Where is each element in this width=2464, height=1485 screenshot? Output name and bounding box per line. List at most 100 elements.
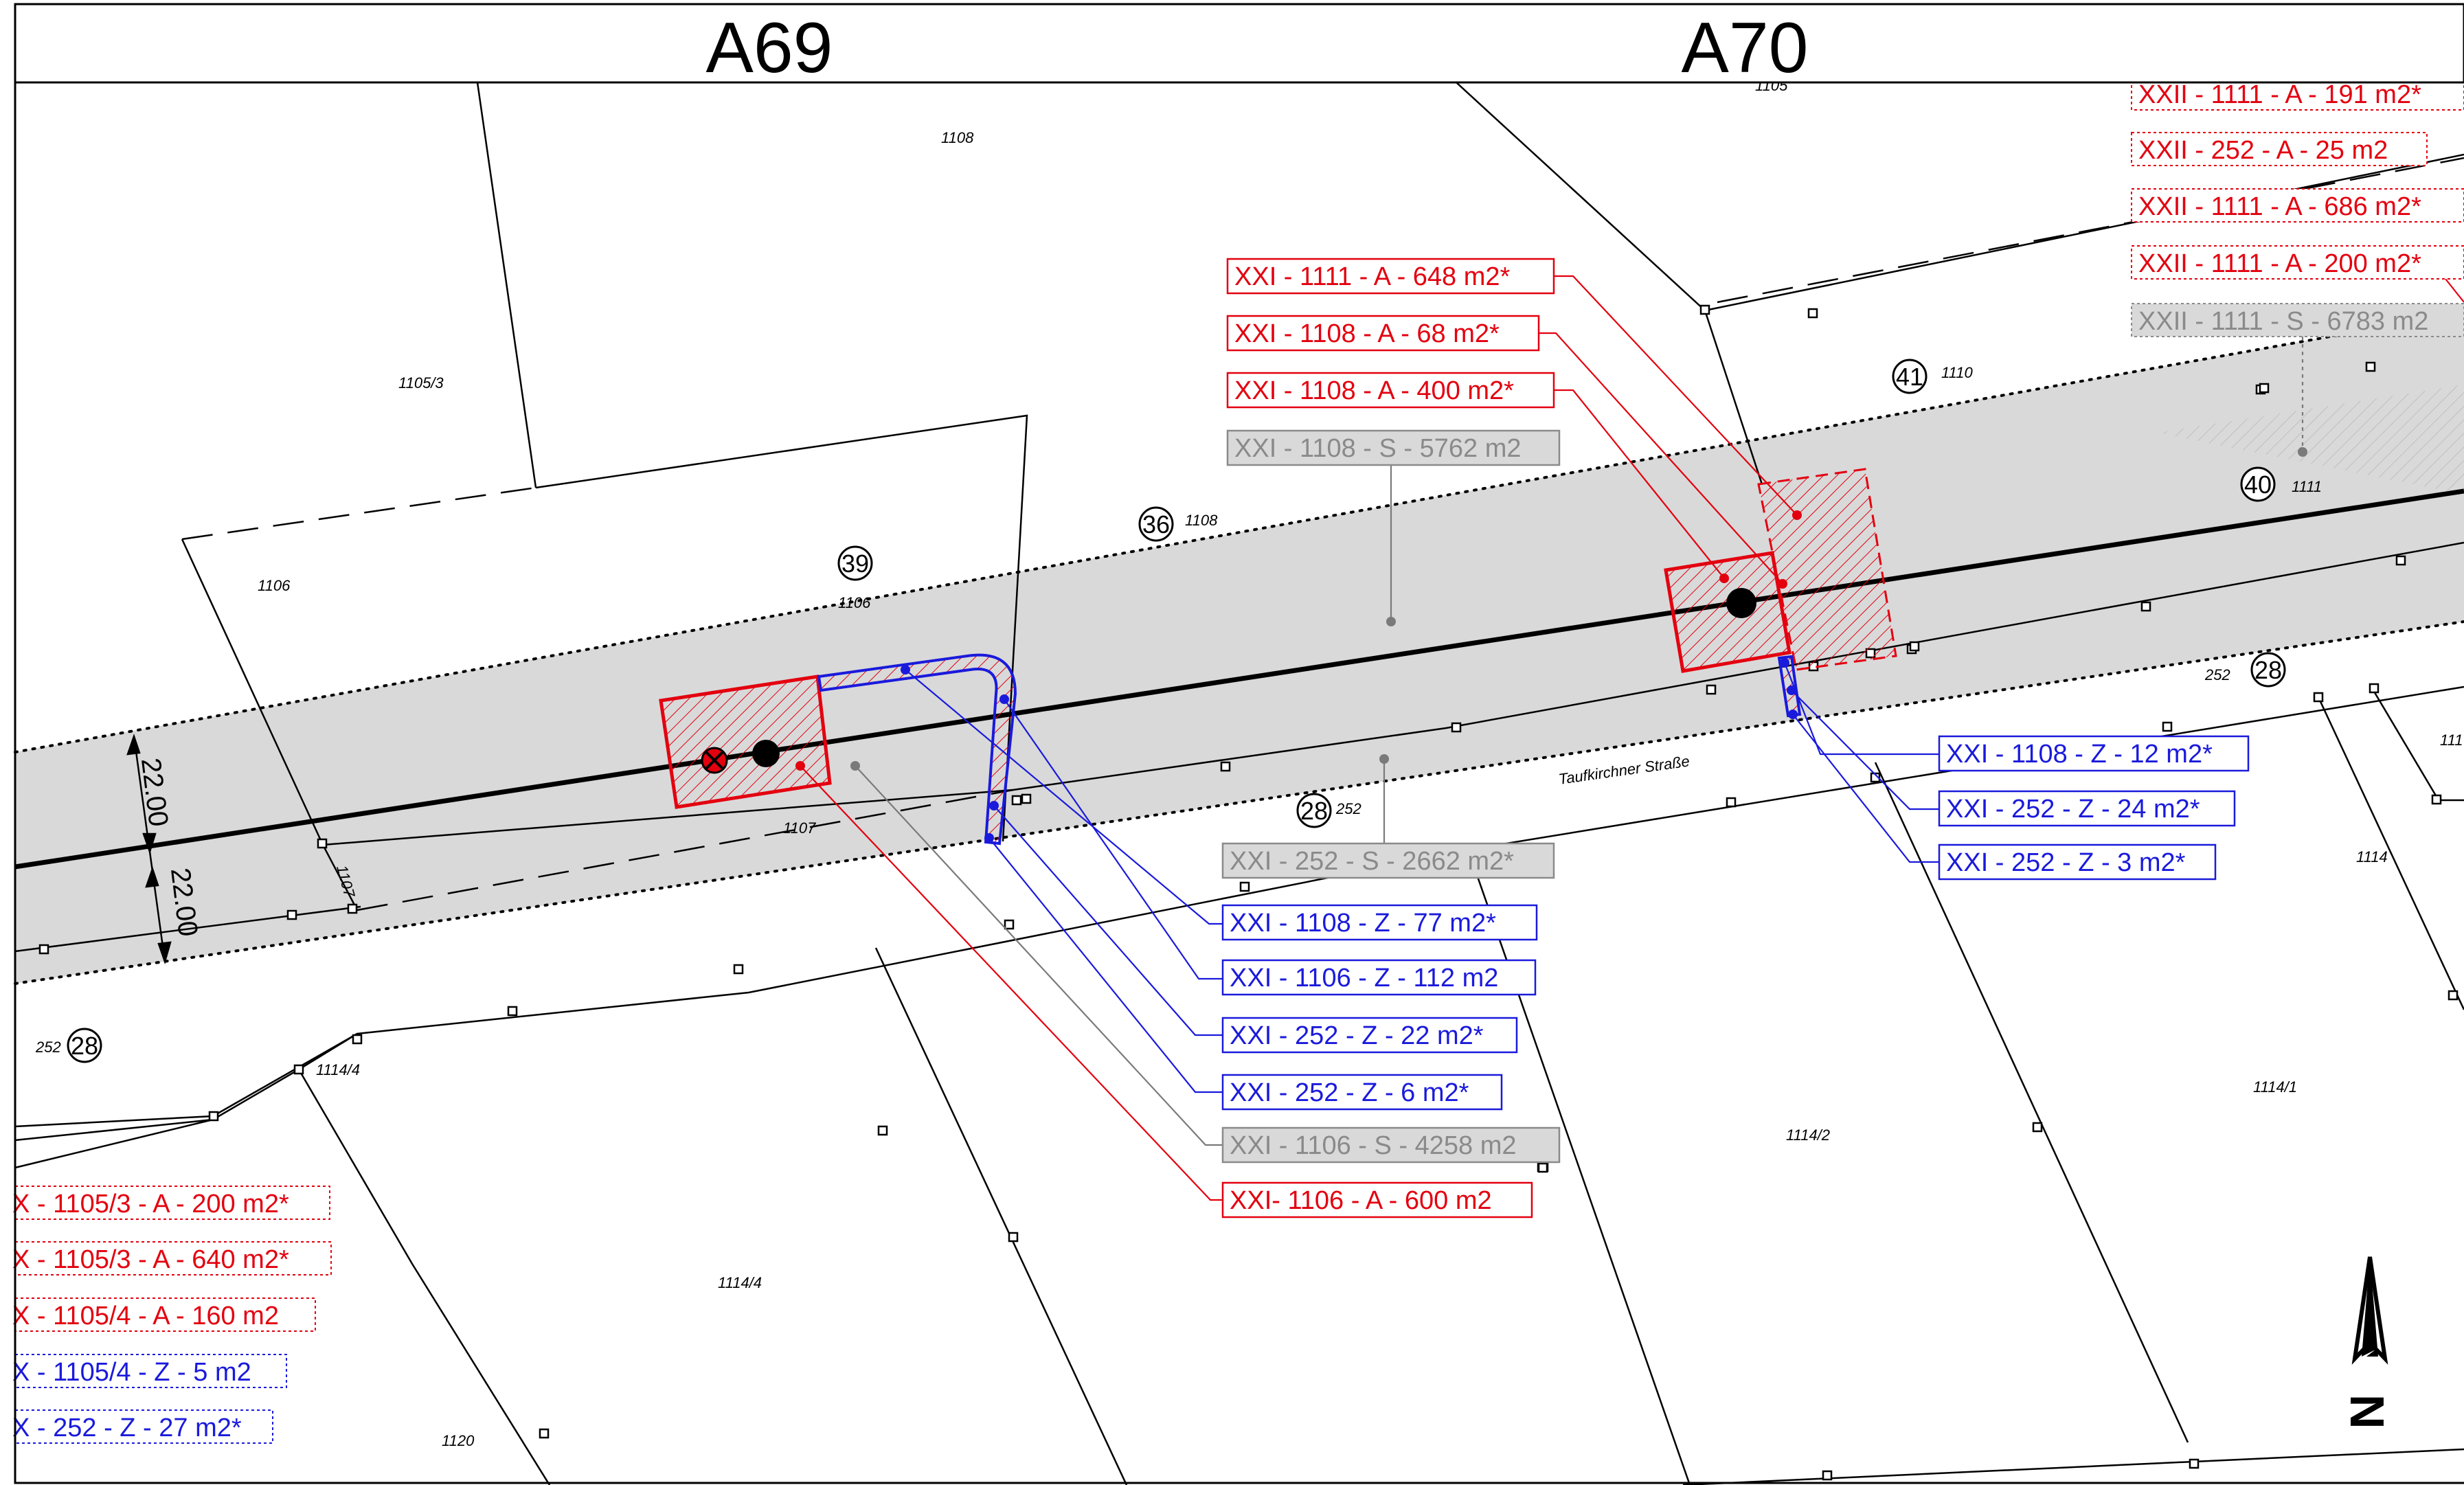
- svg-text:XXII - 252 - A - 25 m2: XXII - 252 - A - 25 m2: [2138, 136, 2388, 165]
- north-arrow-icon: N: [2340, 1256, 2394, 1429]
- svg-text:X - 1105/4 - A - 160 m2: X - 1105/4 - A - 160 m2: [12, 1302, 279, 1330]
- svg-text:XXI - 252 - Z - 24 m2*: XXI - 252 - Z - 24 m2*: [1946, 795, 2200, 824]
- parcel-number: 1105/3: [398, 374, 444, 392]
- parcel-label-red: XXI - 1108 - A - 400 m2*: [1226, 372, 1555, 409]
- svg-text:XXI - 1106 - S - 4258 m2: XXI - 1106 - S - 4258 m2: [1230, 1131, 1517, 1160]
- leader-lines-blue: [905, 662, 1939, 1093]
- adjacent-sheet-label: X - 1105/3 - A - 200 m2*: [12, 1186, 330, 1220]
- svg-text:XXII - 1111 - A - 686 m2*: XXII - 1111 - A - 686 m2*: [2138, 192, 2421, 221]
- svg-text:XXI - 1108 - Z - 12 m2*: XXI - 1108 - Z - 12 m2*: [1946, 740, 2213, 769]
- svg-text:X - 1105/4 - Z - 5 m2: X - 1105/4 - Z - 5 m2: [12, 1358, 251, 1387]
- leader-lines-red: [800, 275, 2464, 1201]
- construction-area-a70: [1664, 468, 1897, 718]
- svg-text:XXII - 1111 - S - 6783 m2: XXII - 1111 - S - 6783 m2: [2138, 307, 2428, 336]
- adjacent-sheet-label: X - 1105/3 - A - 640 m2*: [12, 1241, 332, 1276]
- adjacent-sheet-label: X - 1105/4 - A - 160 m2: [12, 1297, 316, 1332]
- parcel-number: 1108: [941, 129, 974, 146]
- parcel-label-gray: XXI - 252 - S - 2662 m2*: [1221, 842, 1555, 879]
- svg-text:XXI - 1108 - A - 400 m2*: XXI - 1108 - A - 400 m2*: [1234, 376, 1514, 405]
- parcel-label-gray: XXI - 1106 - S - 4258 m2: [1221, 1126, 1561, 1164]
- svg-text:28: 28: [1300, 797, 1328, 825]
- circled-number: 36: [1138, 506, 1174, 542]
- parcel-number: 1114/4: [718, 1274, 762, 1291]
- parcel-number: 252: [1335, 800, 1361, 817]
- sheet-header-bar: [14, 3, 2464, 84]
- circled-number: 40: [2240, 466, 2276, 502]
- svg-text:X - 1105/3 - A - 200 m2*: X - 1105/3 - A - 200 m2*: [12, 1190, 289, 1218]
- svg-text:28: 28: [71, 1032, 98, 1060]
- svg-text:XXI - 252 - S - 2662 m2*: XXI - 252 - S - 2662 m2*: [1230, 847, 1514, 876]
- parcel-boundary-dashed: [181, 157, 2464, 911]
- svg-text:X - 252 - Z - 27 m2*: X - 252 - Z - 27 m2*: [12, 1414, 242, 1442]
- parcel-label-gray: XXI - 1108 - S - 5762 m2: [1226, 429, 1561, 466]
- drawing-frame: [14, 3, 2464, 1484]
- construction-area-a69: [659, 653, 1017, 846]
- parcel-label-red: XXI - 1108 - A - 68 m2*: [1226, 315, 1540, 352]
- svg-text:41: 41: [1896, 363, 1923, 391]
- parcel-label-blue: XXI - 1106 - Z - 112 m2: [1221, 959, 1537, 996]
- leader-dots-blue: [901, 658, 1798, 843]
- parcel-number: 1120: [442, 1432, 475, 1449]
- dimension-lines: [126, 734, 172, 965]
- parcel-number: 111: [2440, 732, 2463, 749]
- circled-number: 28: [67, 1028, 102, 1063]
- road-corridor-hatched-area: [2157, 385, 2464, 495]
- parcel-label-blue: XXI - 1108 - Z - 77 m2*: [1221, 904, 1538, 941]
- sheet-label-right: A70: [1681, 8, 1808, 88]
- leader-lines-gray: [855, 337, 2304, 1146]
- svg-text:XXII - 1111 - A - 200 m2*: XXII - 1111 - A - 200 m2*: [2138, 249, 2421, 278]
- parcel-number: 1106: [838, 594, 871, 611]
- circled-number: 28: [2250, 652, 2286, 688]
- parcel-number: 1114/1: [2253, 1078, 2297, 1096]
- road-corridor-band: [15, 313, 2464, 984]
- svg-text:XXI - 252 - Z - 6 m2*: XXI - 252 - Z - 6 m2*: [1230, 1078, 1469, 1107]
- parcel-number: 1114/2: [1786, 1126, 1830, 1144]
- parcel-label-blue: XXI - 252 - Z - 22 m2*: [1221, 1017, 1518, 1054]
- corridor-upper-boundary: [14, 311, 2464, 753]
- corridor-lower-boundary: [14, 620, 2464, 985]
- adjacent-sheet-label: XXII - 1111 - A - 686 m2*: [2131, 188, 2464, 223]
- parcel-label-red: XXI- 1106 - A - 600 m2: [1221, 1181, 1533, 1218]
- circled-number: 39: [837, 545, 873, 581]
- parcel-number: 1106: [258, 577, 291, 594]
- svg-text:XXI - 252 - Z - 22 m2*: XXI - 252 - Z - 22 m2*: [1230, 1021, 1484, 1050]
- boundary-markers: [38, 304, 2459, 1481]
- parcel-number: 1114/4: [316, 1061, 360, 1078]
- svg-text:XXI - 1108 - A - 68 m2*: XXI - 1108 - A - 68 m2*: [1234, 319, 1500, 348]
- parcel-label-blue: XXI - 252 - Z - 24 m2*: [1938, 790, 2236, 827]
- adjacent-sheet-label: XXII - 252 - A - 25 m2: [2131, 132, 2428, 166]
- adjacent-sheet-label: X - 1105/4 - Z - 5 m2: [12, 1354, 287, 1388]
- adjacent-sheet-label: X - 252 - Z - 27 m2*: [12, 1409, 273, 1444]
- parcel-number: 1114: [2356, 848, 2388, 865]
- parcel-label-blue: XXI - 252 - Z - 3 m2*: [1938, 843, 2217, 881]
- parcel-number: 1107: [783, 819, 816, 837]
- adjacent-sheet-label: XXII - 1111 - S - 6783 m2: [2131, 303, 2464, 337]
- svg-text:XXI - 1108 - S - 5762 m2: XXI - 1108 - S - 5762 m2: [1234, 434, 1522, 463]
- circled-number: 41: [1892, 359, 1928, 394]
- svg-text:XXI- 1106 - A - 600 m2: XXI- 1106 - A - 600 m2: [1230, 1186, 1492, 1215]
- adjacent-sheet-label: XXII - 1111 - A - 200 m2*: [2131, 245, 2464, 280]
- svg-text:XXI - 1108 - Z - 77 m2*: XXI - 1108 - Z - 77 m2*: [1230, 909, 1496, 938]
- circled-number: 28: [1296, 793, 1332, 828]
- svg-text:39: 39: [841, 549, 869, 578]
- svg-text:X - 1105/3 - A - 640 m2*: X - 1105/3 - A - 640 m2*: [12, 1245, 289, 1274]
- leader-dots-red: [795, 510, 1802, 771]
- leader-dots-gray: [850, 447, 2307, 771]
- parcel-number: 1108: [1185, 512, 1218, 529]
- road-centerline: [14, 488, 2464, 870]
- parcel-label-blue: XXI - 1108 - Z - 12 m2*: [1938, 735, 2250, 772]
- svg-text:36: 36: [1142, 510, 1170, 539]
- svg-text:XXI - 1106 - Z - 112 m2: XXI - 1106 - Z - 112 m2: [1230, 964, 1498, 993]
- sheet-label-left: A69: [705, 8, 833, 88]
- svg-text:28: 28: [2254, 656, 2282, 684]
- parcel-number: 252: [35, 1039, 61, 1056]
- parcel-number: 252: [2204, 666, 2230, 683]
- parcel-number: 1111: [2292, 478, 2322, 495]
- svg-text:N: N: [2340, 1394, 2394, 1429]
- svg-text:40: 40: [2244, 471, 2272, 499]
- svg-text:XXII - 1111 - A - 191 m2*: XXII - 1111 - A - 191 m2*: [2138, 80, 2421, 109]
- parcel-number: 1110: [1941, 364, 1973, 381]
- street-name: Taufkirchner Straße: [1557, 752, 1691, 788]
- parcel-label-red: XXI - 1111 - A - 648 m2*: [1226, 258, 1555, 295]
